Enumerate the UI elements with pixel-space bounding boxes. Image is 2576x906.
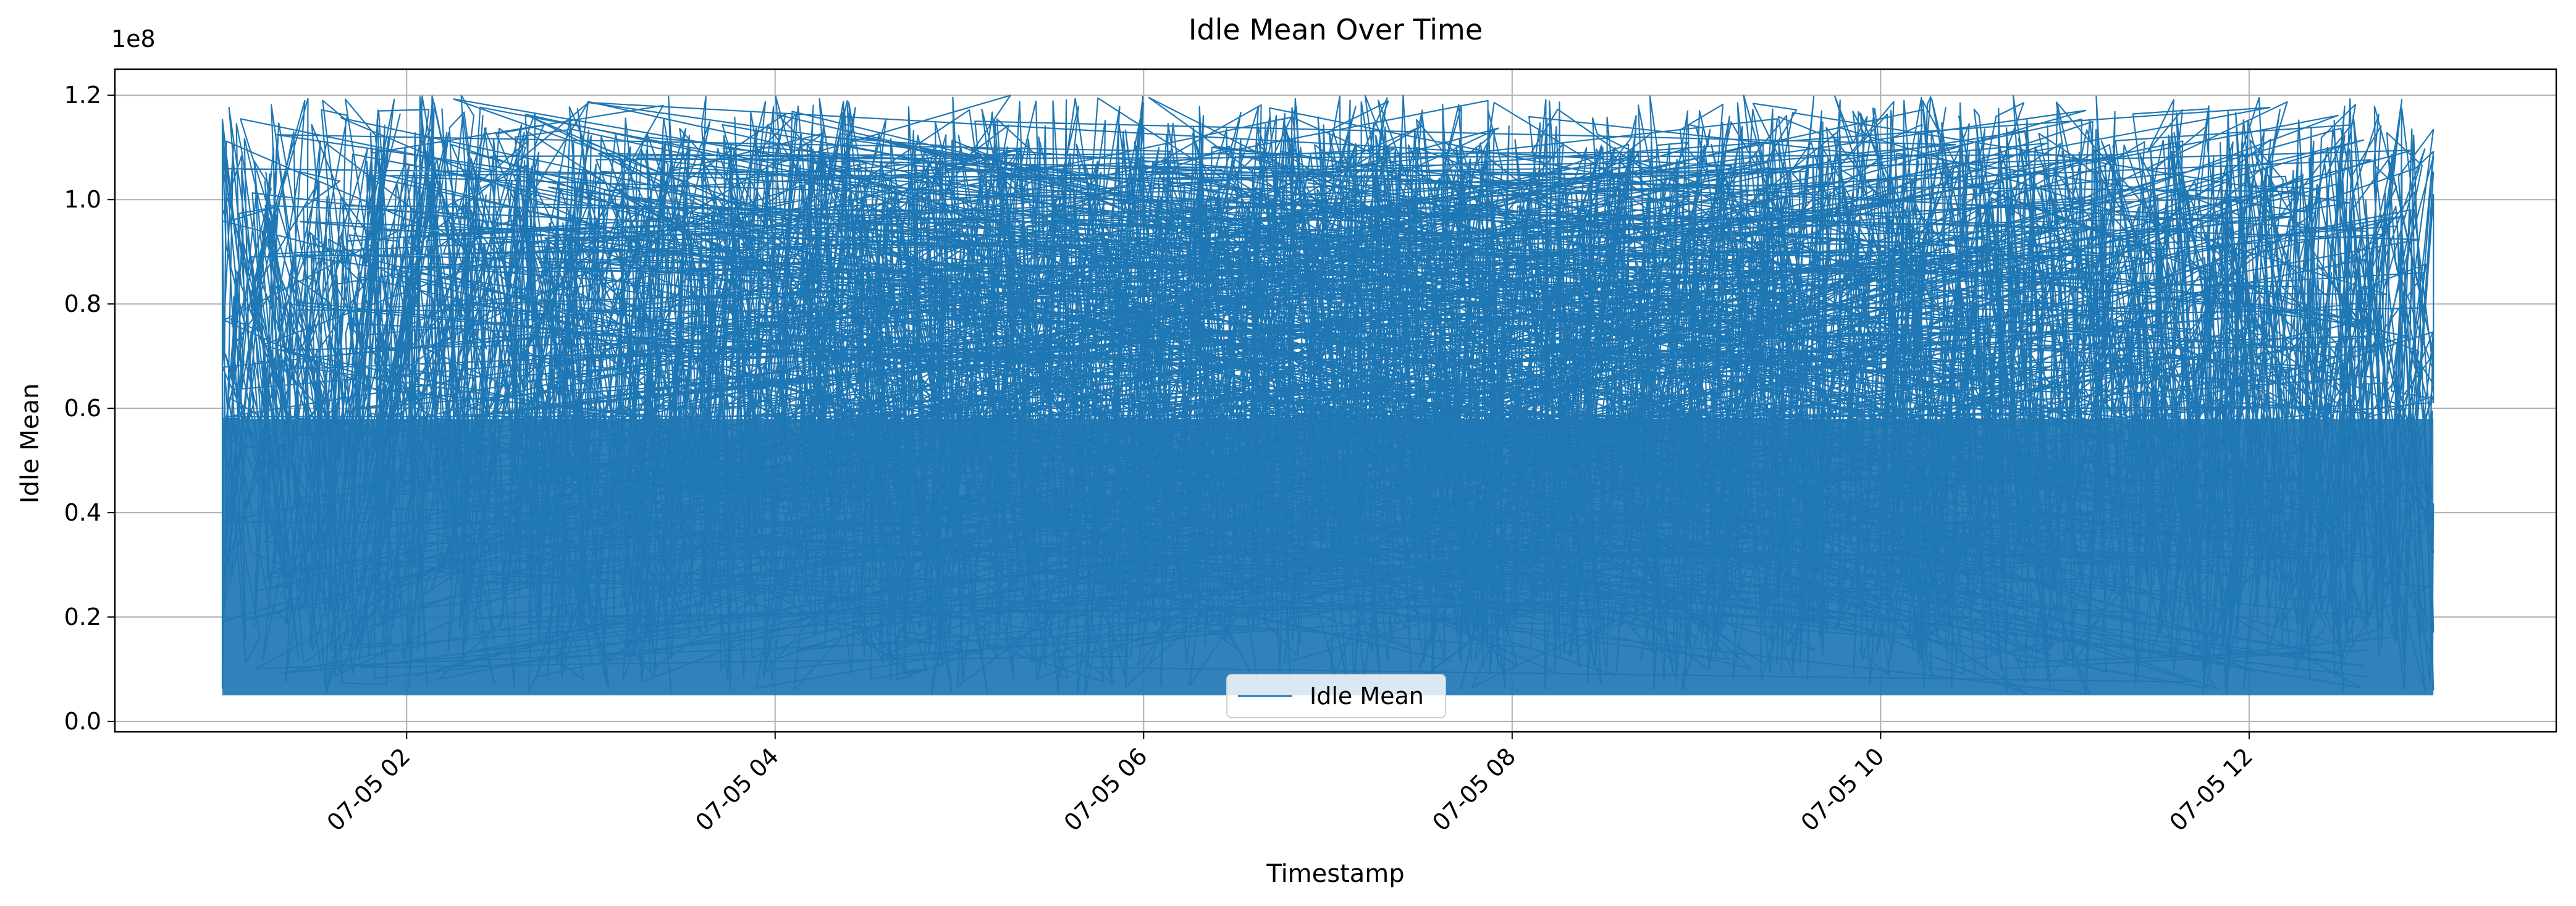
- series-layer: [221, 94, 2435, 695]
- legend-box: [1226, 674, 1446, 718]
- y-tick-label: 1.0: [64, 186, 101, 213]
- y-tick-label: 0.6: [64, 395, 101, 422]
- y-tick-label: 1.2: [64, 82, 101, 109]
- series-line-segment: [352, 94, 2414, 694]
- y-tick-label: 0.2: [64, 603, 101, 631]
- legend: Idle Mean: [1226, 674, 1446, 718]
- dense-series-fill: [222, 419, 2434, 695]
- axes-layer: [114, 68, 2557, 733]
- x-axis-label: Timestamp: [1266, 860, 1404, 888]
- series-line-segment: [293, 96, 2434, 695]
- y-tick-label: 0.4: [64, 499, 101, 526]
- legend-series-label: Idle Mean: [1310, 682, 1424, 710]
- plot-frame: [114, 68, 2557, 733]
- y-axis-offset-label: 1e8: [111, 25, 156, 52]
- chart-title: Idle Mean Over Time: [1189, 13, 1483, 46]
- y-axis-label: Idle Mean: [16, 384, 44, 504]
- y-tick-label: 0.8: [64, 290, 101, 317]
- y-tick-label: 0.0: [64, 708, 101, 735]
